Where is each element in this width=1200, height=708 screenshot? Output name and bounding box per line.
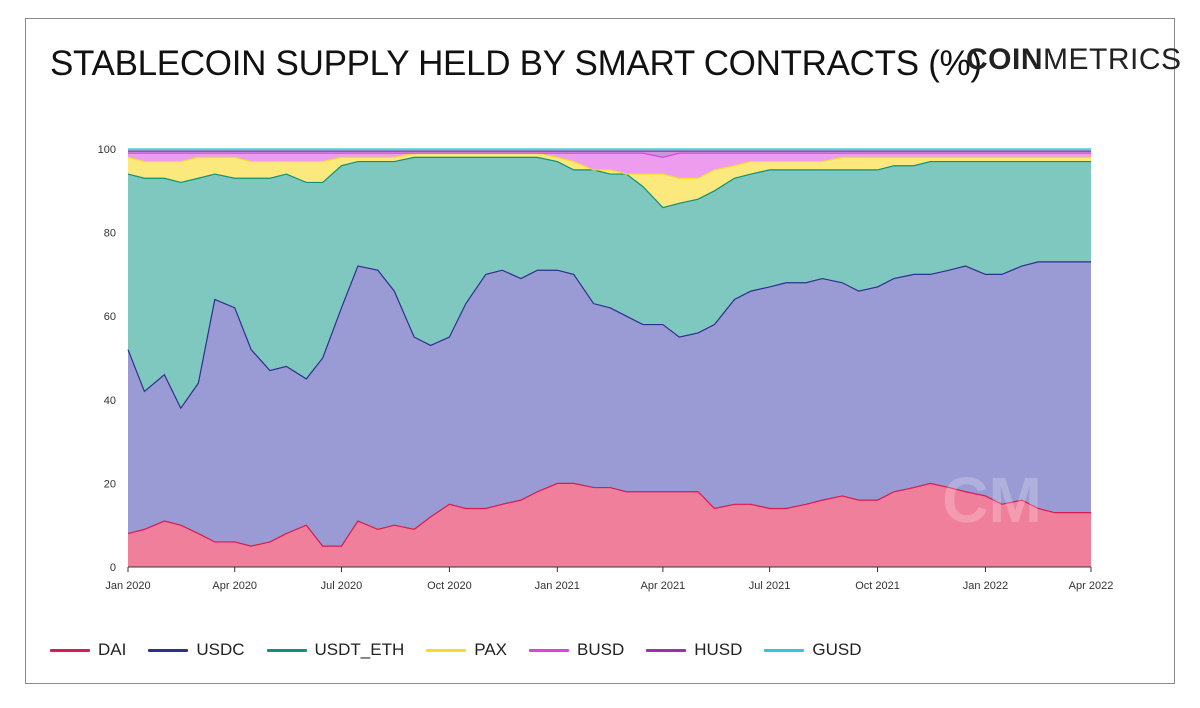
logo-bold-text: COIN	[966, 43, 1043, 76]
y-tick-label: 60	[104, 311, 116, 323]
legend-item-busd[interactable]: BUSD	[529, 640, 624, 660]
area-busd	[128, 153, 1091, 179]
legend-label: GUSD	[812, 640, 862, 659]
x-tick-label: Jul 2020	[321, 580, 363, 592]
line-pax	[127, 152, 1091, 179]
x-tick-label: Jul 2021	[749, 580, 791, 592]
y-tick-label: 80	[104, 228, 116, 240]
chart-legend: DAI USDC USDT_ETH PAX BUSD HUSD GUSD	[50, 640, 862, 660]
line-usdc	[127, 261, 1091, 410]
legend-swatch	[529, 648, 570, 652]
x-tick-label: Oct 2021	[855, 580, 900, 592]
legend-swatch	[148, 648, 189, 652]
legend-label: HUSD	[694, 640, 743, 659]
legend-label: PAX	[474, 640, 508, 659]
legend-label: BUSD	[577, 640, 625, 659]
line-usdt_eth	[127, 156, 1091, 209]
x-tick-label: Oct 2020	[427, 580, 472, 592]
line-busd	[128, 152, 1091, 158]
x-tick-label: Jan 2022	[963, 580, 1008, 592]
logo-light-text: METRICS	[1043, 43, 1182, 76]
legend-item-usdt_eth[interactable]: USDT_ETH	[266, 640, 405, 660]
legend-swatch	[50, 648, 90, 652]
x-tick-label: Apr 2020	[212, 580, 257, 592]
legend-label: USDT_ETH	[314, 640, 405, 659]
legend-item-pax[interactable]: PAX	[426, 640, 507, 660]
y-tick-label: 100	[98, 144, 116, 156]
legend-label: USDC	[196, 640, 245, 659]
legend-item-dai[interactable]: DAI	[50, 640, 126, 660]
legend-swatch	[266, 648, 307, 652]
x-tick-label: Apr 2021	[641, 580, 686, 592]
legend-swatch	[646, 648, 687, 652]
area-usdt_eth	[128, 157, 1091, 409]
area-dai	[128, 483, 1091, 567]
legend-swatch	[764, 648, 805, 652]
legend-item-husd[interactable]: HUSD	[646, 640, 742, 660]
line-dai	[127, 482, 1091, 547]
chart-title: STABLECOIN SUPPLY HELD BY SMART CONTRACT…	[50, 44, 982, 83]
area-usdc	[128, 261, 1091, 547]
y-tick-label: 0	[110, 562, 116, 574]
legend-swatch	[426, 648, 467, 652]
watermark-cm: CM	[942, 464, 1042, 536]
y-tick-label: 20	[104, 478, 116, 490]
x-tick-label: Jan 2021	[535, 580, 580, 592]
y-tick-label: 40	[104, 395, 116, 407]
x-tick-label: Jan 2020	[105, 580, 150, 592]
legend-item-gusd[interactable]: GUSD	[764, 640, 862, 660]
legend-item-usdc[interactable]: USDC	[148, 640, 245, 660]
area-pax	[128, 153, 1091, 208]
x-tick-label: Apr 2022	[1069, 580, 1114, 592]
legend-label: DAI	[98, 640, 127, 659]
coinmetrics-logo: COINMETRICS	[966, 43, 1182, 77]
